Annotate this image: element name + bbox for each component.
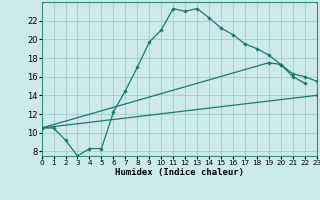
X-axis label: Humidex (Indice chaleur): Humidex (Indice chaleur) [115, 168, 244, 177]
